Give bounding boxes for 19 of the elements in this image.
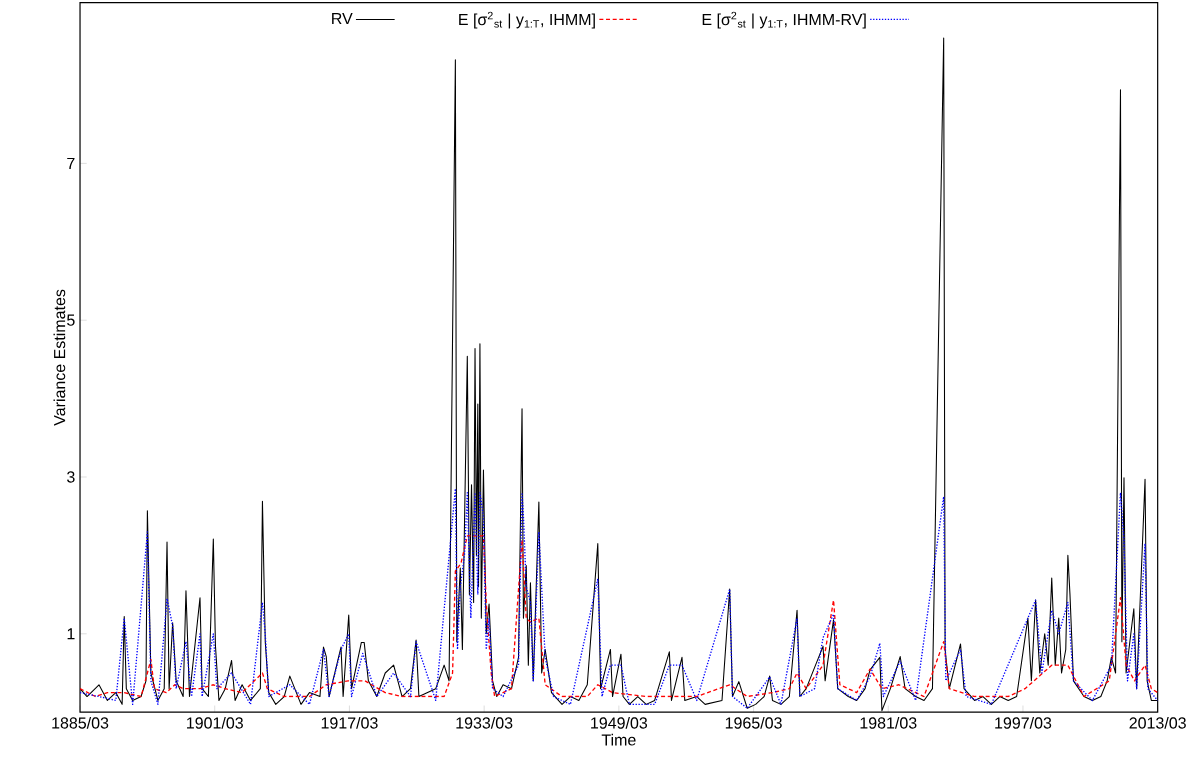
y-tick-label: 1 xyxy=(67,628,75,640)
line-series xyxy=(80,487,1158,709)
x-tick-label: 1933/03 xyxy=(456,716,513,729)
y-tick-label: 5 xyxy=(67,314,75,326)
x-tick-label: 1901/03 xyxy=(187,716,243,729)
legend-label: E [σ$^{2}$$_{st}$ | y$_{1:T}$, IHMM] xyxy=(459,11,595,29)
x-tick-label: 1965/03 xyxy=(725,716,782,729)
x-tick-label: 2013/03 xyxy=(1129,716,1186,729)
x-tick-label: 1949/03 xyxy=(591,716,648,729)
y-tick-label: 7 xyxy=(67,157,75,169)
x-tick-label: 1997/03 xyxy=(995,716,1052,729)
y-tick-label: 3 xyxy=(67,471,75,483)
x-tick-label: 1917/03 xyxy=(321,716,378,729)
legend-label: RV xyxy=(332,12,353,24)
x-tick-label: 1885/03 xyxy=(52,716,109,729)
x-tick-label: 1981/03 xyxy=(860,716,917,729)
y-axis-title: Variance Estimates xyxy=(53,289,66,426)
legend-label: E [σ$^{2}$$_{st}$ | y$_{1:T}$, IHMM-RV] xyxy=(702,11,866,29)
x-axis-title: Time xyxy=(601,733,636,746)
